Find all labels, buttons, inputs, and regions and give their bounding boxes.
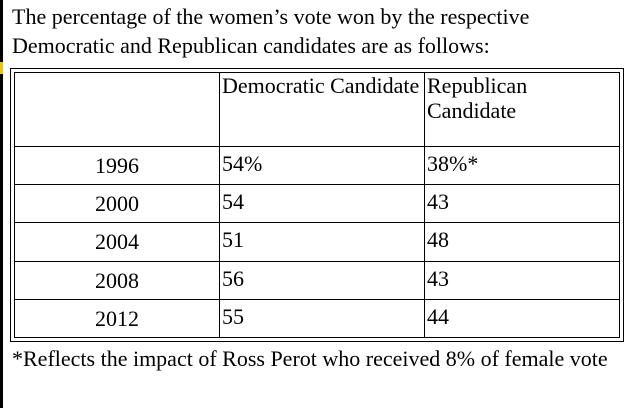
republican-cell: 43 — [424, 184, 620, 224]
year-cell: 2004 — [14, 222, 220, 262]
democratic-cell: 54% — [219, 145, 425, 186]
left-border-marker — [0, 62, 3, 74]
left-border-rule — [0, 0, 3, 408]
republican-cell: 43 — [424, 260, 620, 300]
intro-paragraph: The percentage of the women’s vote won b… — [12, 4, 530, 58]
table-row: 2008 56 43 — [14, 260, 620, 300]
table-row: 1996 54% 38%* — [14, 145, 620, 186]
republican-cell: 38%* — [424, 145, 620, 186]
vote-table-frame: Democratic Candidate Republican Candidat… — [10, 68, 624, 342]
year-cell: 2000 — [14, 184, 220, 224]
table-row: 2000 54 43 — [14, 184, 620, 224]
vote-table: Democratic Candidate Republican Candidat… — [14, 72, 620, 339]
year-cell: 2012 — [14, 298, 220, 339]
democratic-cell: 55 — [219, 298, 425, 339]
header-year — [14, 72, 220, 147]
democratic-cell: 56 — [219, 260, 425, 300]
democratic-cell: 51 — [219, 222, 425, 262]
table-header-row: Democratic Candidate Republican Candidat… — [14, 72, 620, 147]
table-row: 2012 55 44 — [14, 298, 620, 339]
header-democratic: Democratic Candidate — [219, 72, 425, 147]
header-republican: Republican Candidate — [424, 72, 620, 147]
table-row: 2004 51 48 — [14, 222, 620, 262]
republican-cell: 48 — [424, 222, 620, 262]
year-cell: 2008 — [14, 260, 220, 300]
democratic-cell: 54 — [219, 184, 425, 224]
republican-cell: 44 — [424, 298, 620, 339]
year-cell: 1996 — [14, 145, 220, 186]
footnote: *Reflects the impact of Ross Perot who r… — [12, 346, 608, 371]
